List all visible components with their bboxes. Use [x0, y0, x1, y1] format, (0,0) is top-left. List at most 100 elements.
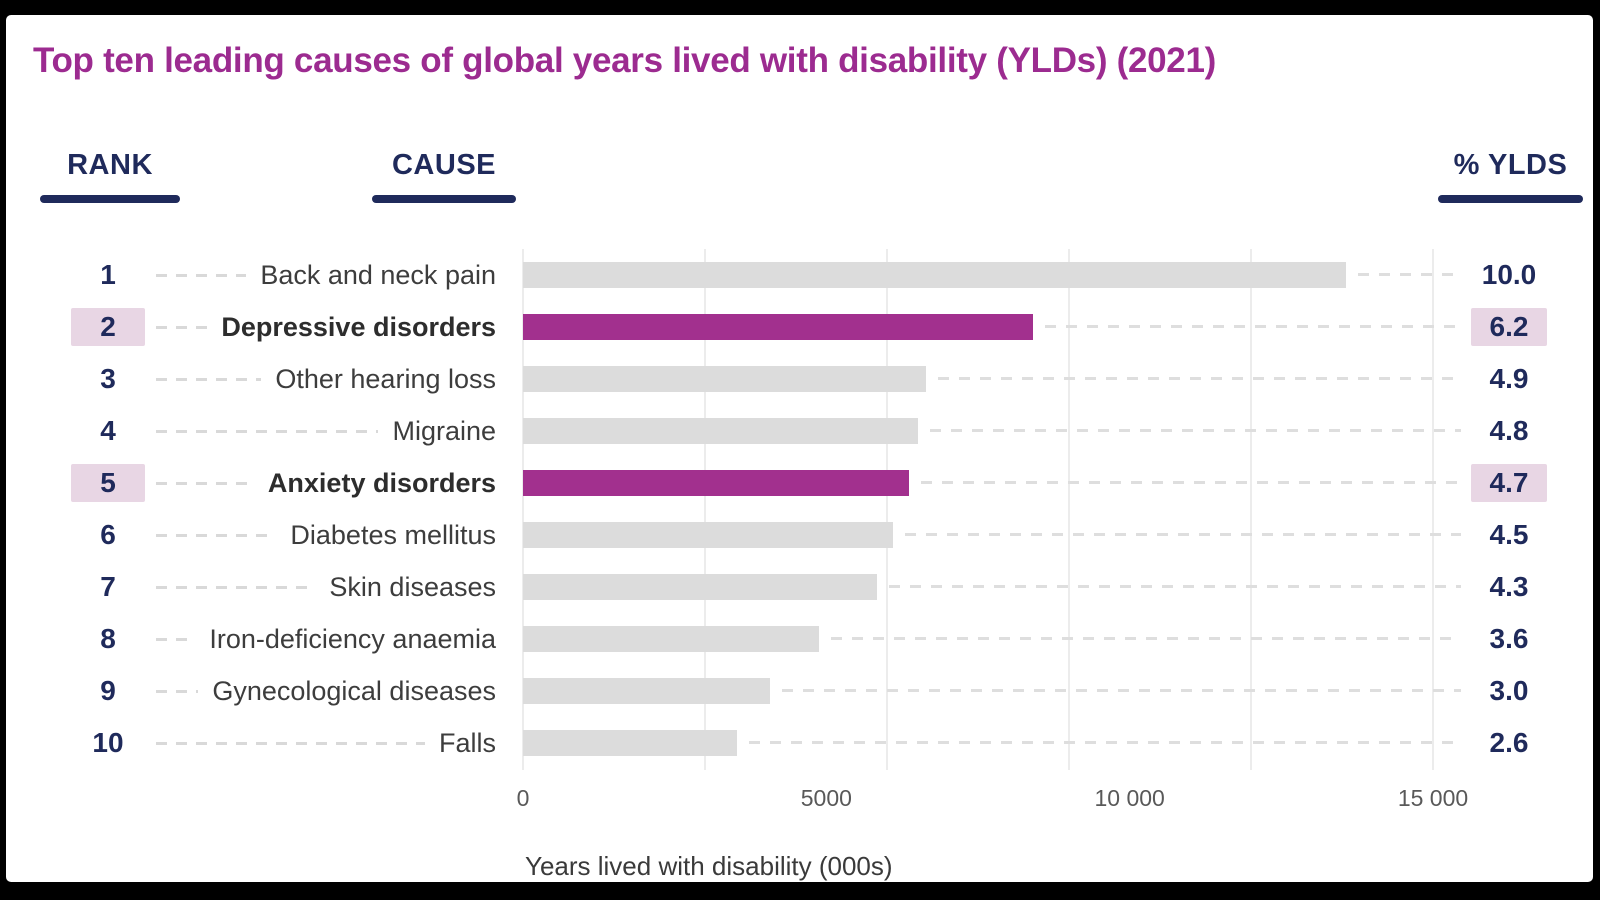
rank-value: 4 — [100, 415, 116, 446]
cause-label: Skin diseases — [329, 571, 496, 602]
rank-value: 2 — [71, 308, 145, 346]
rank-value: 6 — [100, 519, 116, 550]
bar-track — [523, 509, 1461, 561]
chart-row: 9 Gynecological diseases 3.0 — [6, 665, 1593, 717]
bar-track — [523, 717, 1461, 769]
chart-row: 2 Depressive disorders 6.2 — [6, 301, 1593, 353]
cause-label: Falls — [438, 727, 496, 758]
pct-ylds-cell: 4.3 — [1451, 568, 1567, 606]
bar-track — [523, 405, 1461, 457]
rank-value: 7 — [100, 571, 116, 602]
cause-header-underline — [372, 195, 516, 203]
bar-track — [523, 561, 1461, 613]
yld-bar — [523, 470, 910, 496]
chart-row: 5 Anxiety disorders 4.7 — [6, 457, 1593, 509]
bar-track — [523, 353, 1461, 405]
chart-row: 3 Other hearing loss 4.9 — [6, 353, 1593, 405]
yld-bar — [523, 314, 1034, 340]
pct-ylds-cell: 4.5 — [1451, 516, 1567, 554]
pct-ylds-header-label: % YLDS — [1453, 149, 1568, 181]
rank-value: 10 — [92, 727, 124, 758]
pct-ylds-cell: 2.6 — [1451, 724, 1567, 762]
gridline — [704, 249, 706, 770]
cause-cell: Gynecological diseases — [150, 676, 502, 707]
rank-value: 5 — [71, 464, 145, 502]
leader-dashes-right — [1045, 325, 1461, 328]
pct-ylds-value: 4.7 — [1471, 464, 1547, 502]
rank-cell: 1 — [66, 256, 150, 294]
cause-label: Migraine — [392, 415, 496, 446]
chart-row: 1 Back and neck pain 10.0 — [6, 249, 1593, 301]
chart-rows: 1 Back and neck pain 10.0 2 Depressive d… — [6, 249, 1593, 769]
leader-dashes-left — [156, 637, 196, 641]
rank-cell: 5 — [66, 464, 150, 502]
gridlines-layer — [522, 249, 1434, 770]
x-axis-tick-label: 15 000 — [1397, 785, 1469, 811]
yld-bar — [523, 678, 770, 704]
yld-bar — [523, 366, 926, 392]
rank-cell: 2 — [66, 308, 150, 346]
leader-dashes-left — [156, 585, 316, 589]
bar-track — [523, 665, 1461, 717]
chart-card: Top ten leading causes of global years l… — [6, 15, 1593, 882]
cause-cell: Back and neck pain — [150, 260, 502, 291]
leader-dashes-right — [1357, 273, 1461, 276]
leader-dashes-left — [156, 377, 262, 381]
gridline — [522, 249, 524, 770]
gridline — [1068, 249, 1070, 770]
gridline — [886, 249, 888, 770]
gridline — [1432, 249, 1434, 770]
leader-dashes-right — [921, 481, 1461, 484]
cause-label: Anxiety disorders — [267, 467, 496, 498]
cause-label: Back and neck pain — [260, 259, 496, 290]
chart-row: 6 Diabetes mellitus 4.5 — [6, 509, 1593, 561]
cause-cell: Skin diseases — [150, 572, 502, 603]
pct-ylds-value: 4.9 — [1489, 363, 1529, 394]
rank-cell: 3 — [66, 360, 150, 398]
pct-ylds-cell: 10.0 — [1451, 256, 1567, 294]
cause-label: Diabetes mellitus — [290, 519, 496, 550]
bar-track — [523, 301, 1461, 353]
pct-ylds-value: 4.8 — [1489, 415, 1529, 446]
pct-ylds-cell: 6.2 — [1451, 308, 1567, 346]
yld-bar — [523, 418, 918, 444]
rank-value: 9 — [100, 675, 116, 706]
pct-ylds-value: 3.6 — [1489, 623, 1529, 654]
leader-dashes-left — [156, 325, 208, 329]
column-header-pct-ylds: % YLDS — [1438, 149, 1583, 203]
yld-bar — [523, 262, 1346, 288]
rank-cell: 4 — [66, 412, 150, 450]
chart-title: Top ten leading causes of global years l… — [33, 41, 1216, 80]
rank-header-underline — [40, 195, 180, 203]
leader-dashes-right — [831, 637, 1461, 640]
x-axis-tick-labels: 0 5000 10 000 15 000 — [517, 785, 1469, 817]
x-axis-tick-label: 0 — [516, 785, 530, 811]
x-axis-tick-label: 5000 — [800, 785, 852, 811]
column-header-rank: RANK — [40, 149, 180, 203]
leader-dashes-right — [905, 533, 1461, 536]
pct-ylds-header-underline — [1438, 195, 1583, 203]
cause-label: Depressive disorders — [221, 311, 496, 342]
leader-dashes-left — [156, 273, 247, 277]
chart-row: 4 Migraine 4.8 — [6, 405, 1593, 457]
pct-ylds-value: 6.2 — [1471, 308, 1547, 346]
leader-dashes-left — [156, 481, 254, 485]
leader-dashes-right — [781, 689, 1461, 692]
x-axis-tick-label: 10 000 — [1094, 785, 1165, 811]
leader-dashes-right — [929, 429, 1461, 432]
pct-ylds-cell: 4.9 — [1451, 360, 1567, 398]
yld-bar — [523, 522, 894, 548]
rank-cell: 9 — [66, 672, 150, 710]
leader-dashes-left — [156, 689, 199, 693]
pct-ylds-cell: 4.7 — [1451, 464, 1567, 502]
rank-cell: 6 — [66, 516, 150, 554]
cause-cell: Anxiety disorders — [150, 468, 502, 499]
pct-ylds-value: 4.3 — [1489, 571, 1529, 602]
leader-dashes-left — [156, 741, 425, 745]
cause-label: Other hearing loss — [275, 363, 496, 394]
chart-row: 7 Skin diseases 4.3 — [6, 561, 1593, 613]
cause-cell: Falls — [150, 728, 502, 759]
cause-label: Gynecological diseases — [212, 675, 496, 706]
yld-bar — [523, 730, 738, 756]
